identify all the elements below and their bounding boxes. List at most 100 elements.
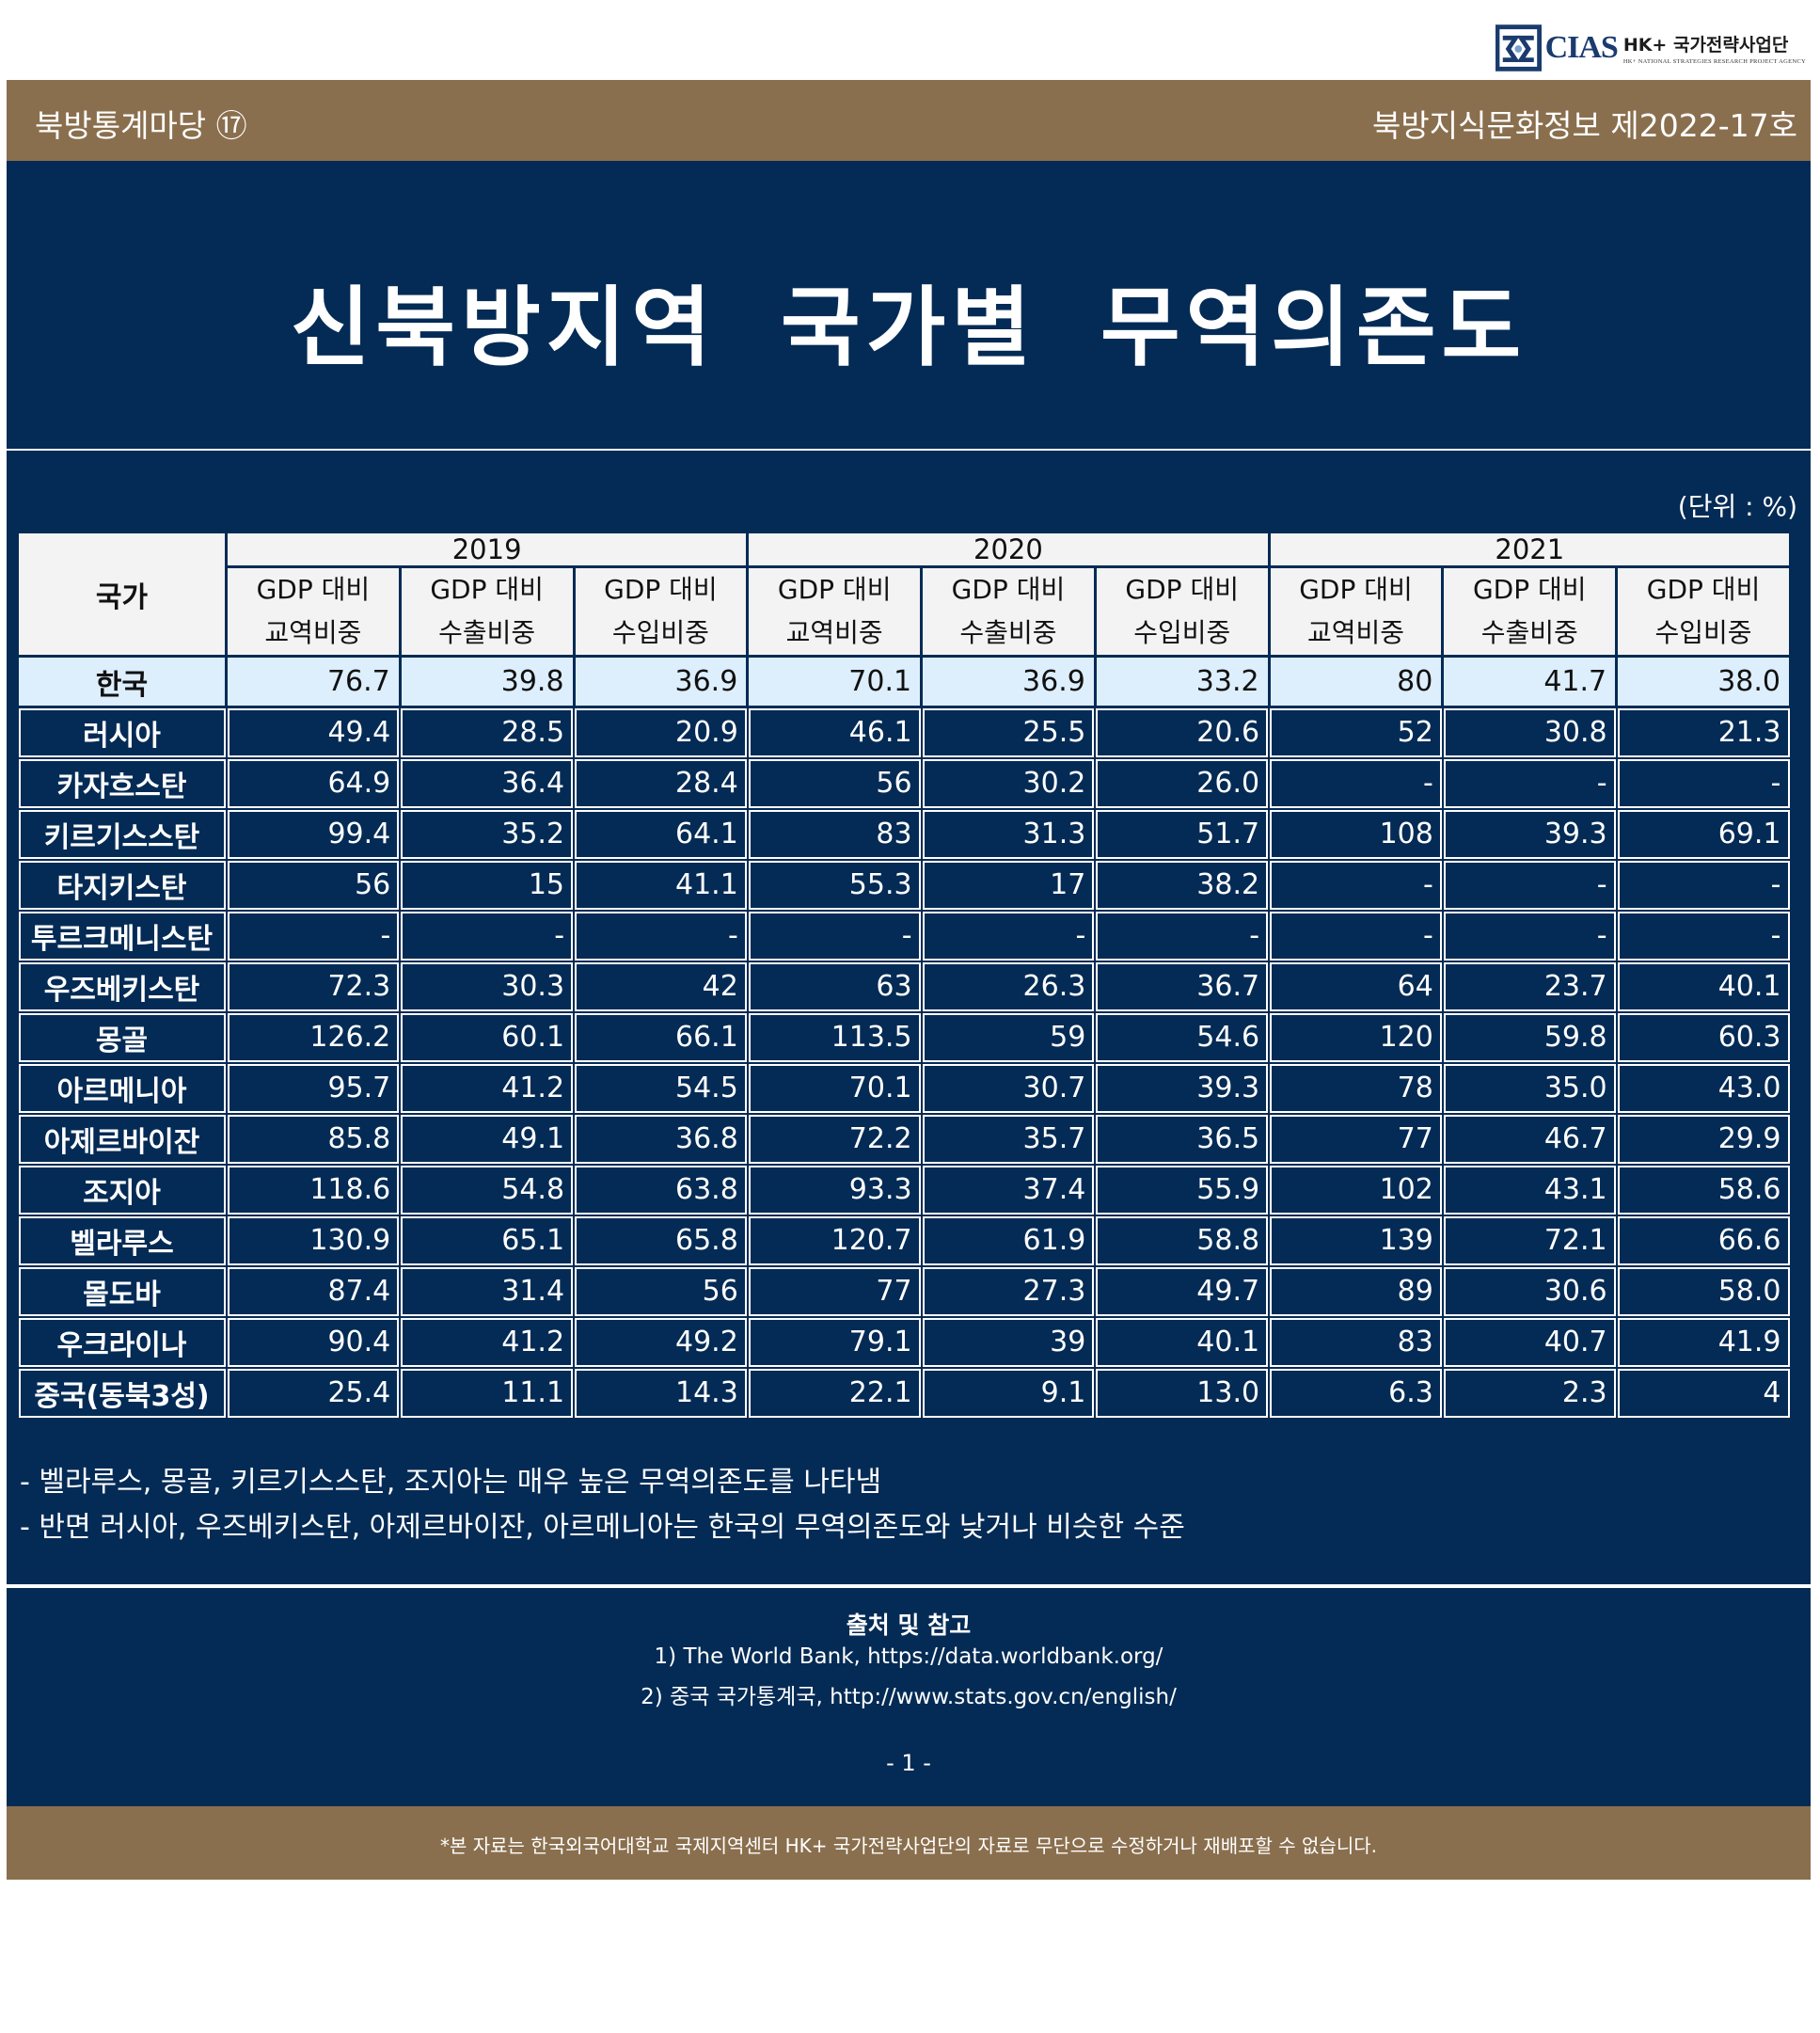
table-row: 카자흐스탄 64.9 36.4 28.4 56 30.2 26.0- - -	[16, 756, 1792, 810]
note-line: - 반면 러시아, 우즈베키스탄, 아제르바이잔, 아르메니아는 한국의 무역의…	[20, 1511, 1185, 1544]
value-cell: 64.1	[573, 807, 749, 861]
page-title: 신북방지역 국가별 무역의존도	[290, 278, 1527, 378]
value-cell: 38.0	[1615, 655, 1792, 708]
value-cell: -	[1441, 909, 1618, 962]
country-cell: 몰도바	[16, 1264, 228, 1318]
value-cell: 43.0	[1615, 1061, 1792, 1115]
value-cell: 11.1	[399, 1366, 576, 1420]
value-cell: -	[1441, 756, 1618, 810]
value-cell: 33.2	[1093, 655, 1271, 708]
value-cell: -	[1268, 858, 1444, 912]
value-cell: -	[1268, 909, 1444, 962]
value-cell: -	[1615, 909, 1792, 962]
value-cell: 35.0	[1441, 1061, 1618, 1115]
note-line: - 벨라루스, 몽골, 키르기스스탄, 조지아는 매우 높은 무역의존도를 나타…	[20, 1466, 882, 1499]
value-cell: 36.7	[1094, 960, 1271, 1013]
sub-column-header: GDP 대비 수입비중	[1093, 565, 1271, 658]
value-cell: 108	[1268, 807, 1444, 861]
table-row: 벨라루스 130.9 65.1 65.8 120.7 61.9 58.8 139 72.1 66.…	[16, 1214, 1792, 1267]
sub-header-line: 수출비중	[1480, 617, 1578, 648]
sub-column-header: GDP 대비 수입비중	[572, 565, 750, 658]
country-cell: 타지키스탄	[16, 858, 228, 912]
value-cell: 31.4	[399, 1264, 576, 1318]
value-cell: 56	[573, 1264, 749, 1318]
value-cell: 79.1	[746, 1315, 923, 1369]
value-cell: 39.3	[1441, 807, 1618, 861]
table-row: 우크라이나 90.4 41.2 49.2 79.1 39 40.1 83 40.7 41.9	[16, 1315, 1792, 1369]
sub-header-row: GDP 대비 교역비중 GDP 대비 수출비중 GDP 대비 수입비중 GDP 대비 교역비중…	[18, 565, 1792, 658]
value-cell: 30.3	[399, 960, 576, 1013]
value-cell: 66.1	[573, 1010, 749, 1064]
sub-column-header: GDP 대비 교역비중	[225, 565, 402, 658]
value-cell: 55.3	[746, 858, 923, 912]
value-cell: 36.9	[920, 655, 1097, 708]
sub-header-line: 교역비중	[264, 617, 362, 648]
value-cell: 37.4	[920, 1163, 1097, 1216]
value-cell: 49.2	[573, 1315, 749, 1369]
sub-header-line: GDP 대비	[1472, 574, 1587, 605]
table-row: 몽골 126.2 60.1 66.1 113.5 59 54.6 120 59.8 60.3	[16, 1010, 1792, 1064]
trade-dependency-table: 국가 2019 2020 2021 GDP 대비 교역비중 GDP 대비 수출비중 GD…	[16, 531, 1793, 1420]
value-cell: 46.7	[1441, 1112, 1618, 1166]
value-cell: 55.9	[1094, 1163, 1271, 1216]
country-cell: 키르기스스탄	[16, 807, 228, 861]
country-cell: 아르메니아	[16, 1061, 228, 1115]
value-cell: 40.1	[1094, 1315, 1271, 1369]
value-cell: 118.6	[225, 1163, 402, 1216]
value-cell: 72.2	[746, 1112, 923, 1166]
value-cell: 2.3	[1441, 1366, 1618, 1420]
value-cell: 63.8	[573, 1163, 749, 1216]
country-cell: 조지아	[16, 1163, 228, 1216]
value-cell: 43.1	[1441, 1163, 1618, 1216]
country-cell: 우즈베키스탄	[16, 960, 228, 1013]
year-header-2020: 2020	[746, 531, 1271, 568]
value-cell: 39.8	[398, 655, 576, 708]
value-cell: 30.8	[1441, 706, 1618, 759]
sub-header-line: 교역비중	[785, 617, 883, 648]
value-cell: 83	[746, 807, 923, 861]
value-cell: 58.0	[1615, 1264, 1792, 1318]
table-row: 러시아 49.4 28.5 20.9 46.1 25.5 20.6 52 30.8 21.3	[16, 706, 1792, 759]
notes: - 벨라루스, 몽골, 키르기스스탄, 조지아는 매우 높은 무역의존도를 나타…	[20, 1460, 1185, 1550]
value-cell: 38.2	[1094, 858, 1271, 912]
value-cell: 90.4	[225, 1315, 402, 1369]
value-cell: -	[1615, 756, 1792, 810]
value-cell: -	[399, 909, 576, 962]
title-block: 신북방지역 국가별 무역의존도	[7, 161, 1811, 449]
unit-label: (단위 : %)	[1677, 491, 1797, 522]
value-cell: 25.5	[920, 706, 1097, 759]
value-cell: 20.9	[573, 706, 749, 759]
value-cell: 51.7	[1094, 807, 1271, 861]
value-cell: 40.7	[1441, 1315, 1618, 1369]
value-cell: 89	[1268, 1264, 1444, 1318]
sub-header-line: 수입비중	[611, 617, 709, 648]
country-cell: 몽골	[16, 1010, 228, 1064]
value-cell: 25.4	[225, 1366, 402, 1420]
country-cell: 투르크메니스탄	[16, 909, 228, 962]
country-cell: 한국	[16, 655, 228, 708]
source-line-worldbank: 1) The World Bank, https://data.worldban…	[654, 1644, 1163, 1669]
sub-header-line: GDP 대비	[951, 574, 1066, 605]
value-cell: 49.1	[399, 1112, 576, 1166]
sub-header-line: GDP 대비	[777, 574, 892, 605]
value-cell: 36.4	[399, 756, 576, 810]
value-cell: -	[920, 909, 1097, 962]
value-cell: 65.1	[399, 1214, 576, 1267]
disclaimer-text: *본 자료는 한국외국어대학교 국제지역센터 HK+ 국가전략사업단의 자료로 …	[439, 1834, 1377, 1857]
source-title: 출처 및 참고	[846, 1612, 972, 1639]
sub-header-line: 수출비중	[438, 617, 536, 648]
logo-brand-text: CIAS	[1544, 30, 1619, 65]
sub-header-line: 교역비중	[1306, 617, 1404, 648]
country-cell: 우크라이나	[16, 1315, 228, 1369]
section-divider	[7, 1586, 1811, 1588]
table-row: 중국(동북3성) 25.4 11.1 14.3 22.1 9.1 13.0 6.3 2.3 4	[16, 1366, 1792, 1420]
value-cell: 26.0	[1094, 756, 1271, 810]
value-cell: 14.3	[573, 1366, 749, 1420]
value-cell: 72.3	[225, 960, 402, 1013]
value-cell: 6.3	[1268, 1366, 1444, 1420]
value-cell: 39.3	[1094, 1061, 1271, 1115]
value-cell: 70.1	[746, 655, 924, 708]
value-cell: 20.6	[1094, 706, 1271, 759]
